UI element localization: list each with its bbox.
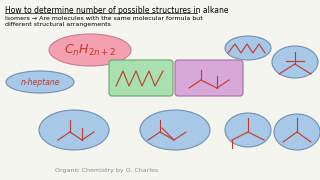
Text: different structural arrangements: different structural arrangements bbox=[5, 22, 111, 27]
Ellipse shape bbox=[39, 110, 109, 150]
FancyBboxPatch shape bbox=[175, 60, 243, 96]
Ellipse shape bbox=[274, 114, 320, 150]
Text: $C_nH_{2n+2}$: $C_nH_{2n+2}$ bbox=[64, 42, 116, 58]
Text: How to determine number of possible structures in alkane: How to determine number of possible stru… bbox=[5, 6, 228, 15]
Ellipse shape bbox=[49, 34, 131, 66]
Text: Organic Chemistry by O. Charles: Organic Chemistry by O. Charles bbox=[55, 168, 158, 173]
Ellipse shape bbox=[272, 46, 318, 78]
Ellipse shape bbox=[225, 36, 271, 60]
Ellipse shape bbox=[6, 71, 74, 93]
FancyBboxPatch shape bbox=[109, 60, 173, 96]
Ellipse shape bbox=[225, 113, 271, 147]
Ellipse shape bbox=[140, 110, 210, 150]
Text: Isomers → Are molecules with the same molecular formula but: Isomers → Are molecules with the same mo… bbox=[5, 16, 203, 21]
Text: n-heptane: n-heptane bbox=[20, 78, 60, 87]
